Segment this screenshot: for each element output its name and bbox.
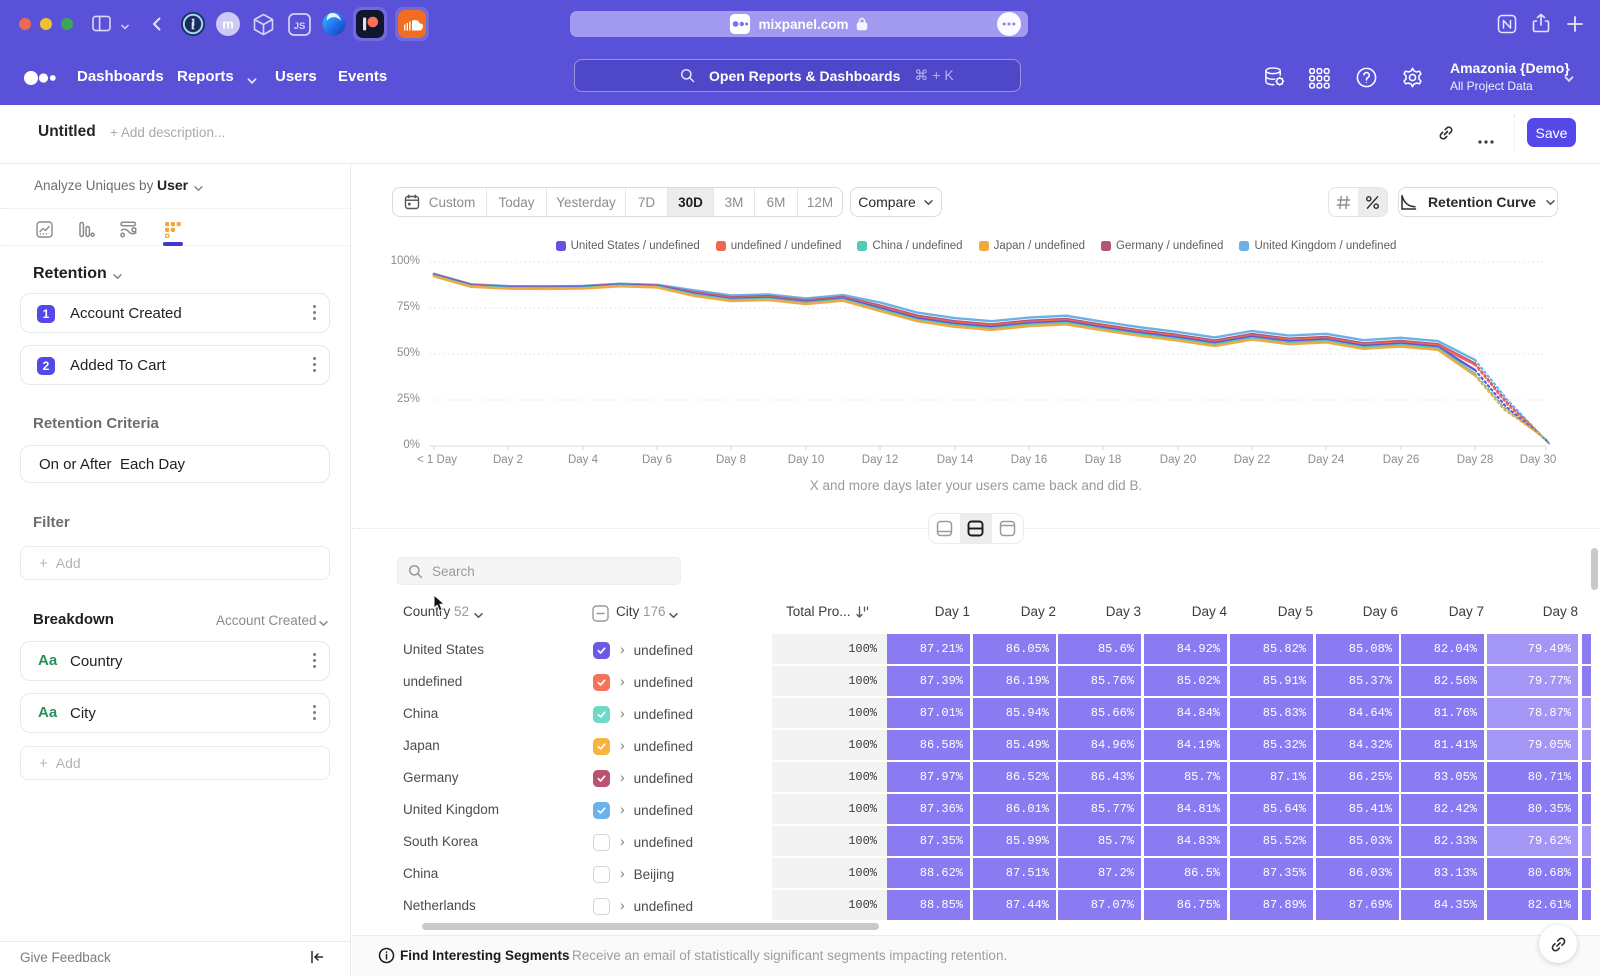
svg-text:JS: JS — [294, 21, 306, 32]
svg-text:m: m — [222, 17, 234, 32]
